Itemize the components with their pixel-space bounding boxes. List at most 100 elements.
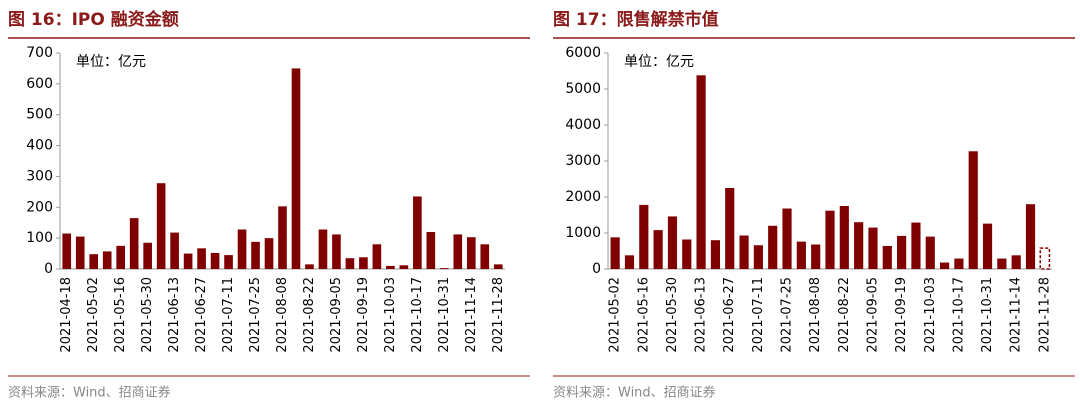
bar [170,232,179,269]
bar [413,196,422,269]
x-tick-label: 2021-07-25 [780,277,795,353]
x-tick-label: 2021-06-13 [694,277,709,353]
unit-note: 单位：亿元 [624,54,694,70]
bar [768,225,778,269]
x-tick-label: 2021-04-18 [59,277,74,353]
bar [868,227,878,269]
bar [753,245,763,269]
y-tick-label: 5000 [565,81,601,97]
x-tick-label: 2021-05-16 [113,277,128,353]
bar [954,258,964,269]
bar [62,233,72,269]
bar [305,264,314,269]
bar [1011,255,1021,269]
bar [667,216,678,269]
bar [493,264,503,269]
bar [197,248,206,269]
y-tick-label: 400 [26,138,53,154]
bar [440,268,449,269]
bar [825,210,835,269]
bar [237,229,247,269]
y-tick-label: 200 [26,199,53,215]
x-tick-label: 2021-10-03 [923,277,938,353]
y-tick-label: 300 [26,168,53,184]
y-tick-label: 6000 [565,45,601,61]
bar [386,265,395,269]
bar [251,241,260,269]
bar [453,234,463,269]
x-tick-label: 2021-09-05 [865,277,880,353]
x-tick-label: 2021-09-05 [329,277,344,353]
x-tick-label: 2021-11-28 [1037,277,1052,353]
bar [882,245,892,269]
x-tick-label: 2021-11-14 [464,277,479,353]
chart-title: 图 17：限售解禁市值 [553,9,719,30]
bar [129,218,139,269]
y-tick-label: 1000 [565,225,601,241]
x-tick-label: 2021-11-14 [1009,277,1024,353]
y-tick-label: 4000 [565,117,601,133]
source-note: 资料来源：Wind、招商证券 [8,385,171,401]
bar [426,231,436,269]
unit-note: 单位：亿元 [76,54,146,70]
y-tick-label: 0 [44,261,53,277]
bar [782,208,792,269]
x-tick-label: 2021-05-16 [636,277,651,353]
x-tick-label: 2021-10-03 [383,277,398,353]
bar [739,235,749,269]
y-tick-label: 500 [26,107,53,123]
bar [796,241,806,269]
bar [278,206,287,269]
bar [682,239,692,269]
x-tick-label: 2021-09-19 [356,277,371,353]
bar [610,237,620,269]
bar [345,258,355,269]
y-tick-label: 0 [592,261,601,277]
bar [318,229,328,269]
x-tick-label: 2021-07-11 [751,277,766,353]
y-tick-label: 700 [26,45,53,61]
x-tick-label: 2021-06-27 [722,277,737,353]
x-tick-label: 2021-06-13 [167,277,182,353]
x-tick-label: 2021-05-02 [608,277,623,353]
bar [291,68,301,269]
bar [997,258,1007,269]
x-tick-label: 2021-05-02 [86,277,101,353]
y-tick-label: 3000 [565,153,601,169]
x-tick-label: 2021-09-19 [894,277,909,353]
x-tick-label: 2021-11-28 [491,277,506,353]
bar [925,236,935,269]
bar [968,151,978,269]
bar [854,222,864,269]
chart-title: 图 16：IPO 融资金额 [8,9,179,30]
x-tick-label: 2021-07-25 [248,277,263,353]
bar [911,222,921,269]
x-tick-label: 2021-08-08 [808,277,823,353]
bar [1025,204,1036,269]
bar [897,235,907,269]
y-tick-label: 2000 [565,189,601,205]
x-tick-label: 2021-08-22 [302,277,317,353]
x-tick-label: 2021-10-31 [437,277,452,353]
source-note: 资料来源：Wind、招商证券 [553,385,716,401]
x-tick-label: 2021-10-31 [980,277,995,353]
y-tick-label: 100 [26,230,53,246]
bar [116,245,125,269]
bar [639,204,649,269]
bar [372,244,382,269]
bar [89,254,99,269]
x-tick-label: 2021-10-17 [951,277,966,353]
x-tick-label: 2021-08-22 [837,277,852,353]
bar [624,255,635,269]
x-tick-label: 2021-07-11 [221,277,236,353]
bar [399,265,409,269]
x-tick-label: 2021-06-27 [194,277,209,353]
x-tick-label: 2021-05-30 [140,277,155,353]
bar [480,244,490,269]
bar [332,234,341,269]
bar [183,253,193,269]
bar [264,238,274,269]
bar [224,255,233,269]
bar [359,257,368,269]
